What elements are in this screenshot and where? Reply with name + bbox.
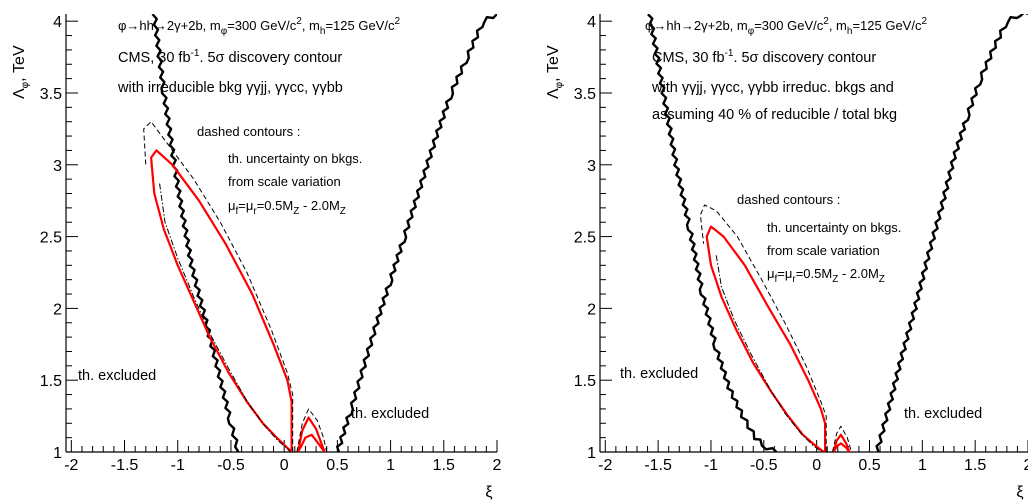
series-dashed-contour-upper bbox=[143, 121, 294, 452]
x-tick-label: 0 bbox=[812, 457, 821, 474]
x-tick-label: -1.5 bbox=[644, 457, 672, 474]
annotation-line: assuming 40 % of reducible / total bkg bbox=[652, 107, 897, 123]
y-tick-label: 1 bbox=[587, 445, 596, 462]
uncertainty-note: from scale variation bbox=[228, 174, 341, 189]
series-excluded-boundary-left bbox=[151, 14, 240, 452]
series-discovery-contour bbox=[705, 225, 827, 452]
x-tick-label: -1 bbox=[171, 457, 185, 474]
series-discovery-contour bbox=[150, 149, 293, 452]
x-tick-label: 1.5 bbox=[964, 457, 986, 474]
y-tick-label: 2 bbox=[53, 301, 62, 318]
series-dashed-contour-upper bbox=[699, 204, 827, 452]
series-discovery-contour-small bbox=[832, 433, 851, 452]
x-axis-title: ξ bbox=[1016, 484, 1023, 501]
series-discovery-contour-small bbox=[296, 416, 326, 452]
annotation-line: with γγjj, γγcc, γγbb irreduc. bkgs and bbox=[651, 80, 894, 96]
x-tick-label: -2 bbox=[598, 457, 612, 474]
x-tick-label: 0.5 bbox=[858, 457, 880, 474]
process-label: φ→hh→2γ+2b, mφ=300 GeV/c2, mh=125 GeV/c2 bbox=[118, 16, 400, 37]
annotation-line: with irreducible bkg γγjj, γγcc, γγbb bbox=[117, 80, 343, 96]
y-axis-title: Λφ, TeV bbox=[545, 45, 565, 99]
x-tick-label: -1.5 bbox=[111, 457, 139, 474]
series-dashed-contour-lower bbox=[715, 255, 825, 452]
x-tick-label: 1 bbox=[918, 457, 927, 474]
series-excluded-boundary-left bbox=[647, 14, 778, 452]
uncertainty-note: from scale variation bbox=[767, 243, 880, 258]
uncertainty-note: th. uncertainty on bkgs. bbox=[767, 220, 901, 235]
x-tick-label: -1 bbox=[704, 457, 718, 474]
y-tick-label: 2.5 bbox=[40, 230, 62, 247]
excluded-region-label: th. excluded bbox=[78, 368, 156, 384]
y-tick-label: 3 bbox=[587, 158, 596, 175]
y-tick-label: 4 bbox=[587, 14, 596, 31]
x-tick-label: 0 bbox=[280, 457, 289, 474]
excluded-region-label: th. excluded bbox=[904, 406, 982, 422]
x-tick-label: -0.5 bbox=[750, 457, 778, 474]
dashed-contours-note: dashed contours : bbox=[197, 124, 300, 139]
y-tick-label: 3 bbox=[53, 158, 62, 175]
scale-variation-note: μf=μr=0.5MZ - 2.0MZ bbox=[767, 266, 885, 285]
y-axis-title: Λφ, TeV bbox=[11, 45, 31, 99]
x-tick-label: 2 bbox=[493, 457, 502, 474]
y-tick-label: 2 bbox=[587, 301, 596, 318]
series-excluded-boundary-right bbox=[875, 14, 1028, 452]
x-axis-title: ξ bbox=[485, 484, 492, 501]
x-tick-label: -0.5 bbox=[217, 457, 245, 474]
y-tick-label: 3.5 bbox=[574, 86, 596, 103]
y-tick-label: 2.5 bbox=[574, 230, 596, 247]
annotation-line: CMS, 30 fb-1. 5σ discovery contour bbox=[118, 48, 342, 66]
series-excluded-boundary-right bbox=[336, 14, 497, 452]
y-tick-label: 3.5 bbox=[40, 86, 62, 103]
x-tick-label: 1.5 bbox=[433, 457, 455, 474]
x-tick-label: 1 bbox=[386, 457, 395, 474]
x-tick-label: -2 bbox=[64, 457, 78, 474]
y-tick-label: 4 bbox=[53, 14, 62, 31]
x-tick-label: 0.5 bbox=[326, 457, 348, 474]
uncertainty-note: th. uncertainty on bkgs. bbox=[228, 151, 362, 166]
annotation-line: CMS, 30 fb-1. 5σ discovery contour bbox=[652, 48, 876, 66]
scale-variation-note: μf=μr=0.5MZ - 2.0MZ bbox=[228, 198, 346, 217]
excluded-region-label: th. excluded bbox=[620, 366, 698, 382]
dashed-contours-note: dashed contours : bbox=[737, 192, 840, 207]
series-dashed-contour-small bbox=[296, 408, 328, 452]
y-tick-label: 1.5 bbox=[40, 373, 62, 390]
series-dashed-contour-small bbox=[832, 425, 852, 452]
process-label: φ→hh→2γ+2b, mφ=300 GeV/c2, mh=125 GeV/c2 bbox=[645, 16, 927, 37]
x-tick-label: 2 bbox=[1024, 457, 1028, 474]
excluded-region-label: th. excluded bbox=[351, 406, 429, 422]
series-dashed-contour-lower bbox=[159, 183, 291, 452]
y-tick-label: 1 bbox=[53, 445, 62, 462]
y-tick-label: 1.5 bbox=[574, 373, 596, 390]
